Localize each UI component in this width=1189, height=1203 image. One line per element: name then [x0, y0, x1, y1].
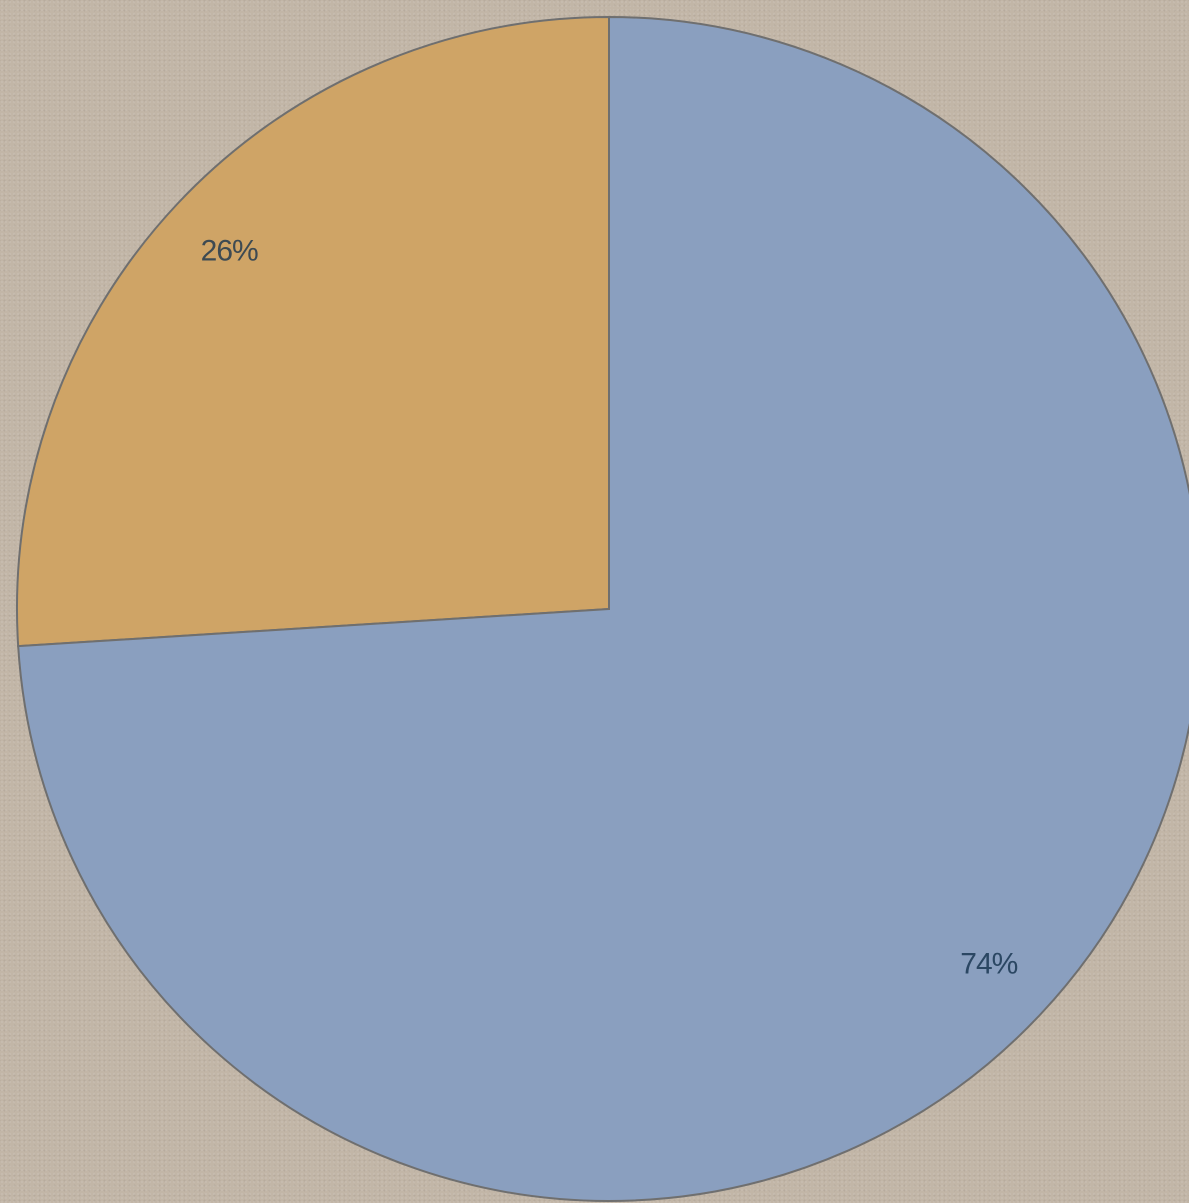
pie-slice-label-2: 74%: [960, 948, 1017, 981]
pie-slices: [16, 15, 1189, 1202]
pie-slice-1: [16, 15, 610, 648]
pie-slice-label-1: 26%: [201, 234, 258, 267]
pie-labels: 26% 74%: [201, 234, 1019, 981]
pie-slice-2: [17, 15, 1189, 1202]
